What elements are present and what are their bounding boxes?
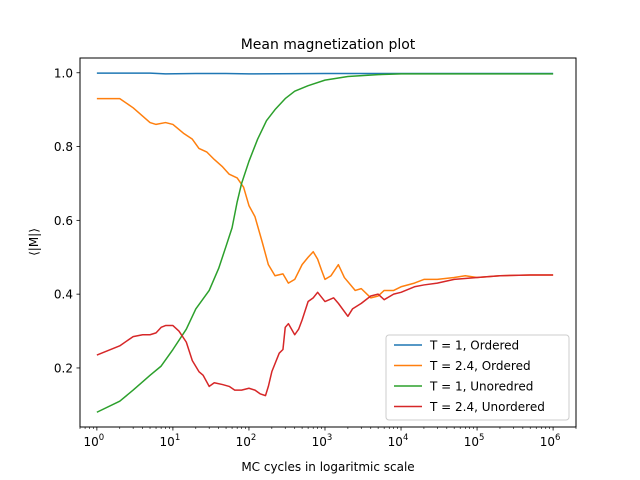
x-tick-label: 105 [464,433,485,449]
x-tick-label: 103 [312,433,333,449]
series-line-4 [96,274,554,397]
legend-box [385,334,570,421]
x-tick-label: 100 [84,433,105,449]
axes-frame [79,57,577,428]
y-tick-label: 0.4 [54,288,73,302]
x-tick-label: 102 [236,433,257,449]
ticks: 100 101 102 103 104 105 106 0.2 0.4 0.6 0.8 1.0 [54,66,577,449]
y-tick-label: 0.2 [54,361,73,375]
y-tick-label: 1.0 [54,66,73,80]
legend-label: T = 2.4, Ordered [429,359,531,373]
legend: T = 1, Ordered T = 2.4, Ordered T = 1, Uno… [385,334,570,421]
series-line-3 [96,73,554,413]
chart-title: Mean magnetization plot [241,37,416,53]
y-tick-label: 0.8 [54,140,73,154]
x-tick-label: 104 [388,433,409,449]
y-axis-label: ⟨|M|⟩ [27,228,41,256]
x-tick-label: 106 [540,433,561,449]
y-tick-label: 0.6 [54,214,73,228]
legend-label: T = 1, Ordered [429,339,519,353]
legend-label: T = 1, Unoredred [429,380,533,394]
x-axis-label: MC cycles in logaritmic scale [241,460,414,474]
plot-area [96,72,554,413]
x-tick-label: 101 [160,433,181,449]
legend-label: T = 2.4, Unordered [429,400,545,414]
series-line-2 [96,97,554,299]
